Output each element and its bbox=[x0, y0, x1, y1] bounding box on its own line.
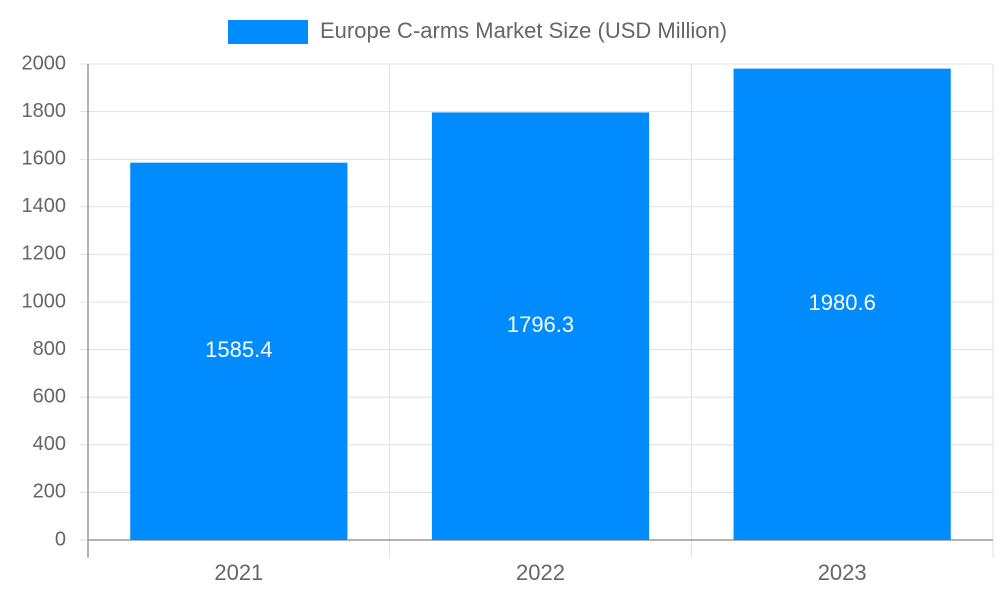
legend: Europe C-arms Market Size (USD Million) bbox=[228, 18, 727, 44]
x-tick-label: 2023 bbox=[818, 560, 867, 585]
y-tick-label: 1000 bbox=[22, 290, 67, 312]
bar bbox=[130, 162, 348, 540]
y-tick-label: 600 bbox=[33, 385, 66, 407]
y-tick-label: 400 bbox=[33, 433, 66, 455]
y-tick-label: 1600 bbox=[22, 147, 67, 169]
x-tick-label: 2021 bbox=[214, 560, 263, 585]
y-tick-label: 800 bbox=[33, 338, 66, 360]
bar bbox=[431, 112, 650, 541]
y-tick-label: 0 bbox=[55, 528, 66, 550]
bar bbox=[733, 68, 951, 541]
legend-swatch bbox=[228, 20, 308, 44]
y-tick-label: 2000 bbox=[22, 52, 67, 74]
y-tick-label: 1200 bbox=[22, 243, 67, 265]
y-tick-label: 1400 bbox=[22, 195, 67, 217]
legend-label: Europe C-arms Market Size (USD Million) bbox=[320, 18, 727, 43]
y-tick-label: 200 bbox=[33, 481, 66, 503]
value-label: 1585.4 bbox=[205, 337, 272, 362]
value-label: 1796.3 bbox=[507, 312, 574, 337]
x-tick-label: 2022 bbox=[516, 560, 565, 585]
y-tick-label: 1800 bbox=[22, 100, 67, 122]
value-label: 1980.6 bbox=[809, 290, 876, 315]
